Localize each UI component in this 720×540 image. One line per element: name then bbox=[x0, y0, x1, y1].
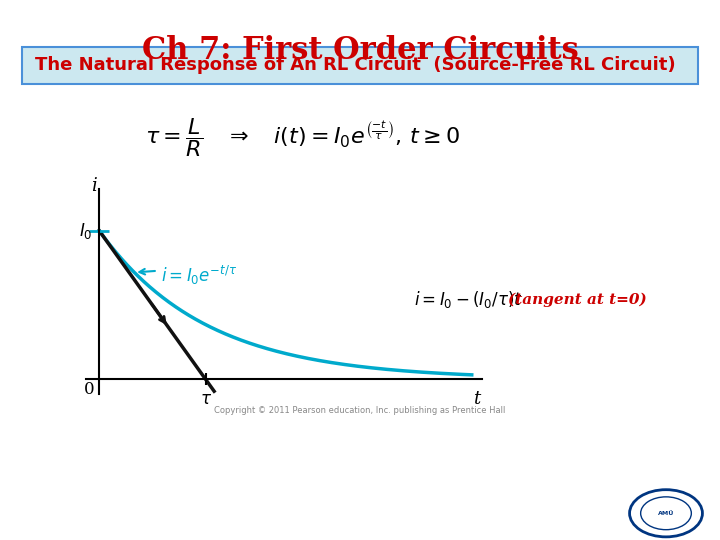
Text: Ch 7: First Order Circuits: Ch 7: First Order Circuits bbox=[142, 35, 578, 66]
Text: $\tau = \dfrac{L}{R}$   $\Rightarrow$   $i(t) = I_0 e^{\left(\frac{-t}{\tau}\rig: $\tau = \dfrac{L}{R}$ $\Rightarrow$ $i(t… bbox=[145, 116, 460, 159]
Text: $i = I_0-(I_0/\tau)t$: $i = I_0-(I_0/\tau)t$ bbox=[414, 289, 523, 310]
Text: (tangent at t=0): (tangent at t=0) bbox=[508, 293, 647, 307]
Text: Copyright © 2011 Pearson education, Inc. publishing as Prentice Hall: Copyright © 2011 Pearson education, Inc.… bbox=[215, 406, 505, 415]
Text: AMÜ: AMÜ bbox=[658, 511, 674, 516]
Text: 0: 0 bbox=[84, 381, 95, 398]
Text: $\tau$: $\tau$ bbox=[199, 391, 212, 408]
Text: $i = I_0 e^{-t/\tau}$: $i = I_0 e^{-t/\tau}$ bbox=[161, 264, 237, 287]
Text: EE201-Circuit Theory I, Assoc. Prof. Dr. Olcay ÜZENİGİ AKTÜRK, 2018-2019 Fall: EE201-Circuit Theory I, Assoc. Prof. Dr.… bbox=[22, 511, 693, 530]
Text: i: i bbox=[91, 177, 96, 195]
Text: t: t bbox=[473, 390, 480, 408]
Text: $I_0$: $I_0$ bbox=[78, 221, 92, 241]
Text: The Natural Response of An RL Circuit  (Source-Free RL Circuit): The Natural Response of An RL Circuit (S… bbox=[35, 56, 676, 75]
FancyBboxPatch shape bbox=[22, 47, 698, 84]
